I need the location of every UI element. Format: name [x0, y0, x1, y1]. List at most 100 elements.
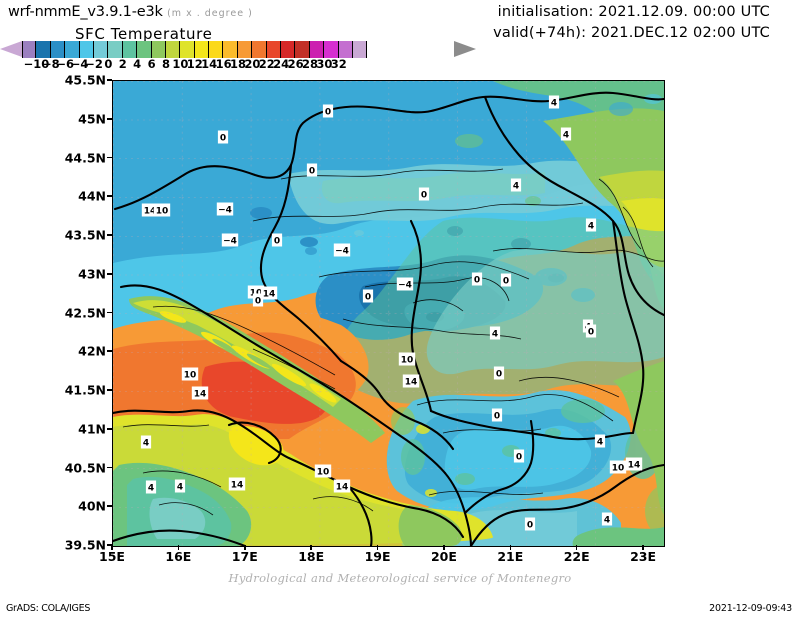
contour-label-box [153, 203, 171, 217]
colorbar-tick--2: −2 [85, 57, 103, 71]
contour-label-4: 4 [143, 438, 149, 448]
colorbar-tick-8: 8 [161, 57, 171, 71]
y-axis-label-43N: 43N [78, 266, 106, 282]
contour-label-box [181, 367, 199, 381]
colorbar-tick-6: 6 [147, 57, 156, 71]
x-axis-label-21E: 21E [497, 549, 524, 564]
colorbar-swatch-6 [108, 41, 123, 58]
contour-label-box [322, 104, 334, 118]
colorbar-swatch-17 [266, 41, 282, 58]
contour-label-10: 10 [184, 370, 197, 380]
colorbar-swatch-15 [237, 41, 253, 58]
colorbar-tick-16: 16 [215, 57, 232, 71]
y-axis-tick [107, 350, 112, 353]
contour-label-14: 14 [628, 460, 641, 470]
y-axis-label-44N: 44N [78, 188, 106, 204]
contour-label-4: 4 [513, 181, 519, 191]
contour-label-14: 14 [231, 480, 244, 490]
colorbar-tick-0: 0 [104, 57, 113, 71]
y-axis-label-40N: 40N [78, 498, 106, 514]
contour-label-box [585, 218, 597, 232]
x-axis-label-18E: 18E [298, 549, 325, 564]
y-axis-tick [107, 195, 112, 198]
x-axis-tick [310, 545, 312, 550]
y-axis-label-39.5N: 39.5N [64, 537, 106, 553]
colorbar-swatch-18 [281, 41, 296, 58]
contour-label--4: −4 [223, 236, 237, 246]
colorbar-overflow-arrow-icon [454, 41, 476, 57]
colorbar-swatch-5 [93, 41, 109, 58]
contour-label-box [216, 202, 234, 216]
x-axis-tick [177, 545, 180, 550]
colorbar-tick-28: 28 [301, 57, 319, 71]
model-name: wrf-nmmE_v3.9.1-e3k [8, 4, 163, 20]
y-axis-label-41N: 41N [78, 421, 106, 437]
colorbar-tick-4: 4 [133, 57, 142, 71]
contour-label-box [314, 464, 332, 478]
colorbar-swatch-20 [309, 41, 325, 58]
y-axis-tick [107, 544, 112, 546]
attribution-text: Hydrological and Meteorological service … [228, 571, 572, 585]
colorbar-tick-20: 20 [244, 57, 261, 71]
colorbar-tick--6: −6 [56, 57, 75, 71]
contour-label-0: 0 [474, 275, 480, 285]
contour-label-box [145, 480, 157, 494]
contour-label-box [601, 512, 613, 526]
map-plot-area[interactable]: 000−41410−40−4−4101400444400040101410144… [112, 80, 665, 547]
contour-label-4: 4 [597, 437, 603, 447]
y-axis-tick [107, 156, 112, 159]
y-axis-label-45.5N: 45.5N [64, 72, 106, 88]
initialisation-time: initialisation: 2021.12.09. 00:00 UTC [497, 4, 770, 20]
model-title: wrf-nmmE_v3.9.1-e3k (m x . degree ) [8, 4, 253, 20]
contour-label-14: 14 [405, 377, 418, 387]
x-axis-tick [243, 545, 246, 550]
x-axis-label-20E: 20E [430, 549, 457, 564]
colorbar-tick--8: −8 [41, 57, 60, 71]
contour-label-4: 4 [604, 515, 610, 525]
colorbar-underflow-arrow-icon [0, 41, 22, 57]
y-axis-label-43.5N: 43.5N [64, 227, 106, 243]
contour-label-box [493, 366, 505, 380]
temperature-contour-map: 000−41410−40−4−4101400444400040101410144… [113, 81, 664, 546]
colorbar-tick-labels: −10 −8 −6 −4 −2 0 2 4 6 8 10 12 14 16 18 20 22 24 26 28 30 32 [0, 57, 465, 73]
colorbar-swatch-12 [194, 41, 210, 58]
contour-label-10: 10 [317, 467, 330, 477]
colorbar-tick-14: 14 [201, 57, 218, 71]
y-axis-tick [107, 389, 112, 391]
contour-labels: 000−41410−40−4−4101400444400040101410144… [140, 95, 643, 531]
x-axis-tick [111, 545, 113, 550]
x-axis-tick [509, 545, 512, 550]
y-axis-tick [107, 272, 112, 275]
valid-time: valid(+74h): 2021.DEC.12 02:00 UTC [493, 25, 770, 41]
x-axis-tick [642, 545, 644, 550]
contour-label-box [398, 352, 416, 366]
contour-label-box [221, 233, 239, 247]
y-axis-label-44.5N: 44.5N [64, 150, 106, 165]
x-axis-tick [575, 545, 578, 550]
x-axis-label-22E: 22E [563, 549, 590, 564]
colorbar-swatch-19 [295, 41, 310, 58]
colorbar-tick--4: −4 [70, 57, 89, 71]
colorbar-swatch-23 [352, 41, 368, 58]
contour-label-box [217, 130, 229, 144]
contour-label-10: 10 [156, 206, 169, 216]
colorbar-swatch-0 [22, 41, 37, 58]
colorbar-swatch-3 [65, 41, 80, 58]
render-timestamp: 2021-12-09-09:43 [709, 603, 792, 614]
colorbar-swatch-8 [137, 41, 152, 58]
contour-label-0: 0 [325, 107, 331, 117]
contour-label-box [609, 460, 627, 474]
contour-label-box [560, 127, 572, 141]
contour-label--4: −4 [218, 205, 232, 215]
y-axis-label-41.5N: 41.5N [64, 382, 106, 398]
contour-label-box [306, 163, 318, 177]
contour-label-10: 10 [401, 355, 414, 365]
contour-label-0: 0 [496, 369, 502, 379]
contour-label-box [402, 374, 420, 388]
colorbar-tick-30: 30 [316, 57, 333, 71]
contour-label-box [500, 273, 512, 287]
contour-label-box [510, 178, 522, 192]
contour-label-4: 4 [588, 221, 594, 231]
field-title: SFC Temperature [75, 25, 213, 43]
colorbar-swatch-16 [252, 41, 267, 58]
